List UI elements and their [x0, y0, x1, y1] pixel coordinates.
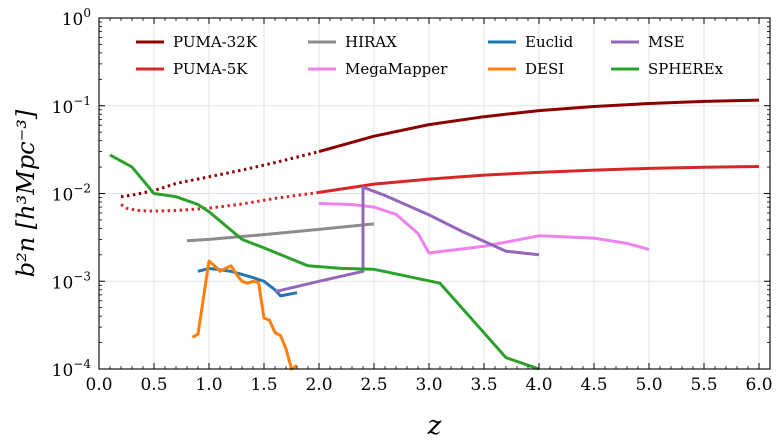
y-tick-label: 10−4: [52, 357, 92, 381]
y-tick-label: 10−2: [52, 182, 91, 206]
legend-label: PUMA-5K: [173, 60, 248, 78]
x-axis-title: z: [427, 411, 442, 441]
legend-label: SPHEREx: [648, 60, 724, 78]
x-tick-label: 3.5: [470, 375, 497, 395]
x-tick-label: 4.5: [580, 375, 607, 395]
x-tick-label: 1.5: [250, 375, 277, 395]
series-puma-32k-dotted: [120, 150, 320, 199]
legend-label: Euclid: [525, 33, 574, 51]
x-tick-label: 1.0: [195, 375, 222, 395]
x-tick-label: 6.0: [745, 375, 772, 395]
axis-ticks: 0.0 0.5 1.0 1.5 2.0 2.5 3.0 3.5 4.0 4.5 5.0 5.5 6.0 1…: [52, 6, 773, 395]
series-megamapper: [318, 202, 650, 255]
series-puma-5k: [318, 165, 760, 194]
legend-label: MegaMapper: [345, 60, 448, 78]
series-euclid: [197, 266, 298, 298]
y-tick-label: 10−3: [52, 269, 91, 293]
x-tick-label: 4.0: [525, 375, 552, 395]
legend-label: PUMA-32K: [173, 33, 258, 51]
x-tick-label: 2.0: [305, 375, 332, 395]
series-desi: [191, 259, 298, 371]
x-tick-label: 5.0: [635, 375, 662, 395]
legend: PUMA-32K PUMA-5K HIRAX MegaMapper Euclid DESI…: [136, 33, 724, 78]
series-puma-5k-dotted: [120, 190, 320, 213]
series-spherex: [109, 153, 540, 371]
plot-lines: [109, 98, 760, 371]
y-axis-title: b²n [h³Mpc⁻³]: [12, 109, 40, 277]
x-tick-label: 5.5: [690, 375, 717, 395]
legend-label: MSE: [648, 33, 685, 51]
x-tick-label: 3.0: [415, 375, 442, 395]
x-tick-label: 0.0: [85, 375, 112, 395]
y-tick-label: 100: [62, 6, 91, 30]
x-tick-label: 2.5: [360, 375, 387, 395]
series-puma-32k: [318, 98, 760, 154]
series-mse: [274, 185, 540, 294]
x-tick-label: 0.5: [140, 375, 167, 395]
y-tick-label: 10−1: [52, 94, 91, 118]
series-hirax: [186, 222, 375, 243]
legend-label: HIRAX: [345, 33, 397, 51]
legend-label: DESI: [525, 60, 564, 78]
